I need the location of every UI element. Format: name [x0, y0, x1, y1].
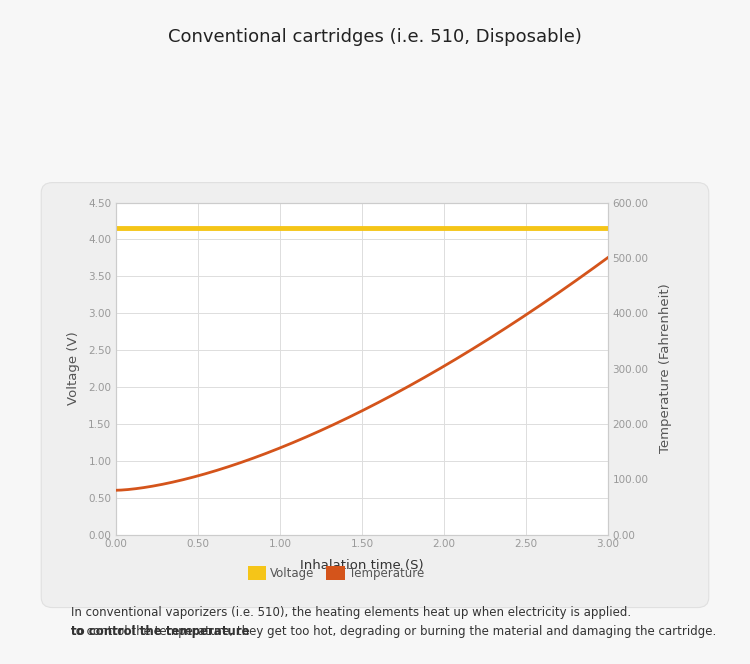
Text: to control the temperature, they get too hot, degrading or burning the material : to control the temperature, they get too…	[71, 625, 716, 639]
Text: In conventional vaporizers (i.e. 510), the heating elements heat up when electri: In conventional vaporizers (i.e. 510), t…	[71, 606, 734, 619]
X-axis label: Inhalation time (S): Inhalation time (S)	[300, 559, 424, 572]
Text: Temperature: Temperature	[349, 566, 424, 580]
Y-axis label: Temperature (Fahrenheit): Temperature (Fahrenheit)	[659, 284, 673, 454]
Text: to control the temperature: to control the temperature	[71, 625, 250, 639]
Text: Conventional cartridges (i.e. 510, Disposable): Conventional cartridges (i.e. 510, Dispo…	[168, 27, 582, 46]
Text: In conventional vaporizers (i.e. 510), the heating elements heat up when electri: In conventional vaporizers (i.e. 510), t…	[71, 606, 635, 619]
Text: Voltage: Voltage	[270, 566, 314, 580]
Y-axis label: Voltage (V): Voltage (V)	[67, 331, 80, 406]
